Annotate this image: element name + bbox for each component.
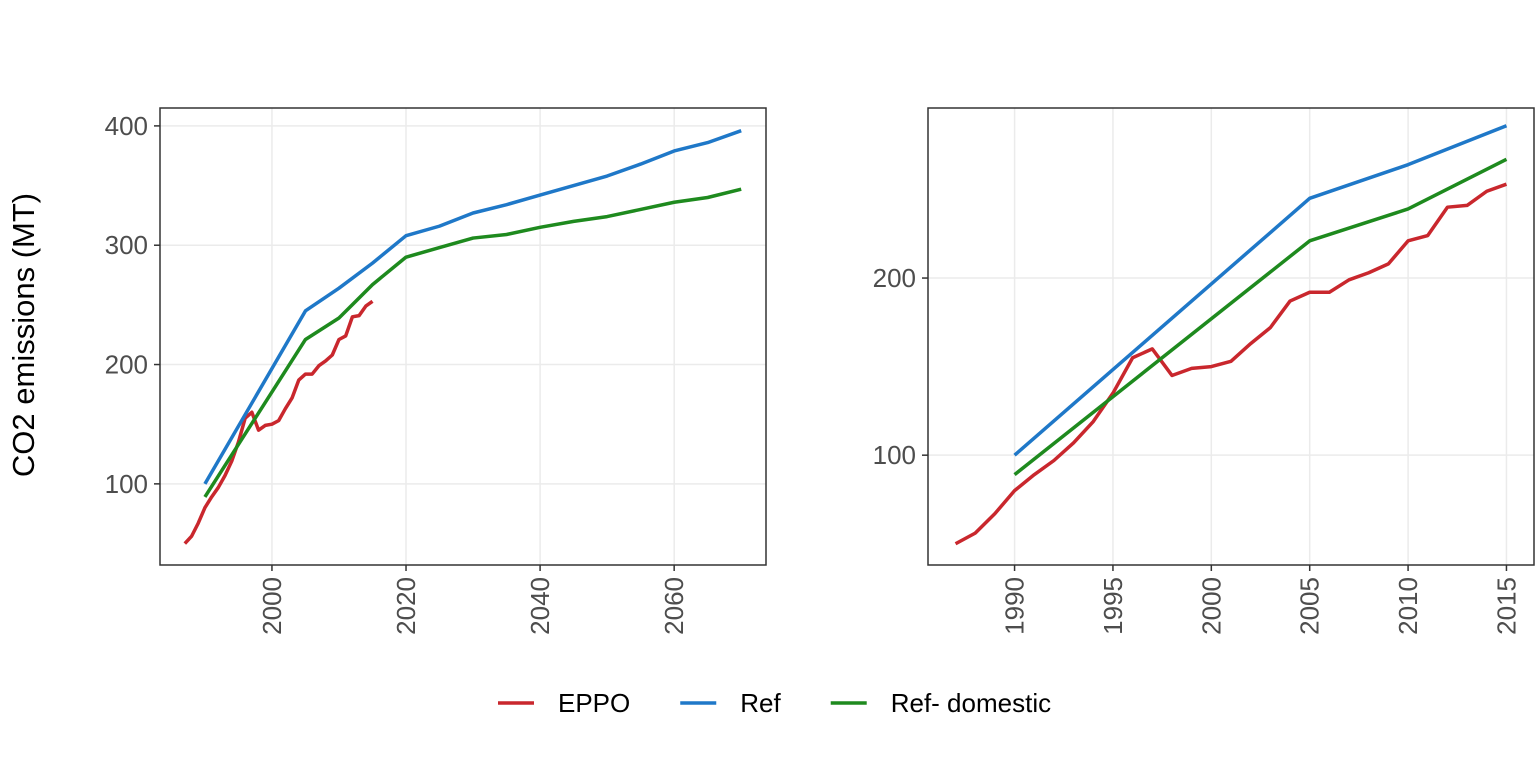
series-line [1013,124,1508,457]
legend-label: Ref [740,688,781,718]
x-tick-label: 2000 [1196,577,1226,635]
series-line [203,129,742,485]
series-line [183,299,374,545]
x-tick-label: 1995 [1098,577,1128,635]
series-line [203,187,742,498]
y-tick-label: 100 [105,469,148,499]
panel-border [159,107,767,566]
panel-border [927,107,1535,566]
y-axis-label: CO2 emissions (MT) [6,193,41,477]
legend-label: EPPO [558,688,630,718]
y-tick-label: 300 [105,230,148,260]
series-line [954,182,1508,546]
x-tick-label: 2060 [659,577,689,635]
y-tick-label: 400 [105,111,148,141]
y-tick-label: 200 [105,350,148,380]
x-tick-label: 2040 [525,577,555,635]
y-tick-label: 200 [873,263,916,293]
x-tick-label: 1990 [1000,577,1030,635]
x-tick-label: 2010 [1393,577,1423,635]
legend-label: Ref- domestic [891,688,1051,718]
x-tick-label: 2020 [391,577,421,635]
x-tick-label: 2015 [1491,577,1521,635]
x-tick-label: 2005 [1295,577,1325,635]
x-tick-label: 2000 [257,577,287,635]
y-tick-label: 100 [873,440,916,470]
series-line [1013,157,1508,477]
